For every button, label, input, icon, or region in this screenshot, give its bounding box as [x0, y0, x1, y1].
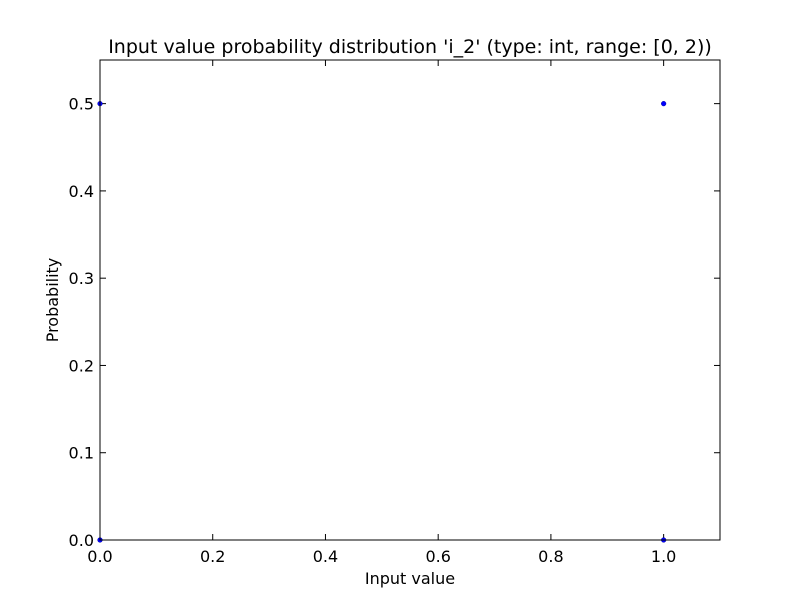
x-tick-label: 0.2: [200, 547, 225, 566]
y-axis-label: Probability: [43, 258, 62, 343]
y-tick-label: 0.2: [69, 356, 94, 375]
data-point: [661, 101, 667, 107]
y-tick-label: 0.5: [69, 95, 94, 114]
x-tick-label: 0.4: [313, 547, 338, 566]
x-tick-label: 0.6: [425, 547, 450, 566]
y-tick-label: 0.0: [69, 531, 94, 550]
y-tick-label: 0.3: [69, 269, 94, 288]
chart-title: Input value probability distribution 'i_…: [108, 36, 712, 58]
x-axis-label: Input value: [365, 569, 455, 588]
plot-frame: [99, 59, 721, 541]
y-tick-label: 0.4: [69, 182, 94, 201]
x-tick-label: 0.8: [538, 547, 563, 566]
x-axis: 0.0 0.2 0.4 0.6 0.8 1.0: [87, 60, 676, 566]
x-tick-label: 1.0: [651, 547, 676, 566]
x-tick-label: 0.0: [87, 547, 112, 566]
y-tick-label: 0.1: [69, 444, 94, 463]
